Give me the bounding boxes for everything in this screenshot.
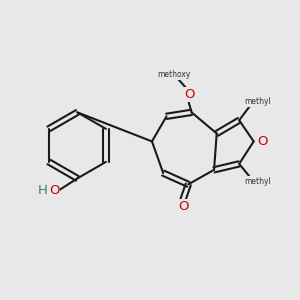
Text: O: O (257, 135, 268, 148)
Text: O: O (184, 88, 195, 101)
Text: H: H (38, 184, 48, 197)
Text: methyl: methyl (244, 97, 271, 106)
Text: methyl: methyl (244, 176, 271, 185)
Text: methoxy: methoxy (157, 70, 190, 79)
Text: O: O (178, 200, 188, 213)
Text: O: O (49, 184, 59, 197)
